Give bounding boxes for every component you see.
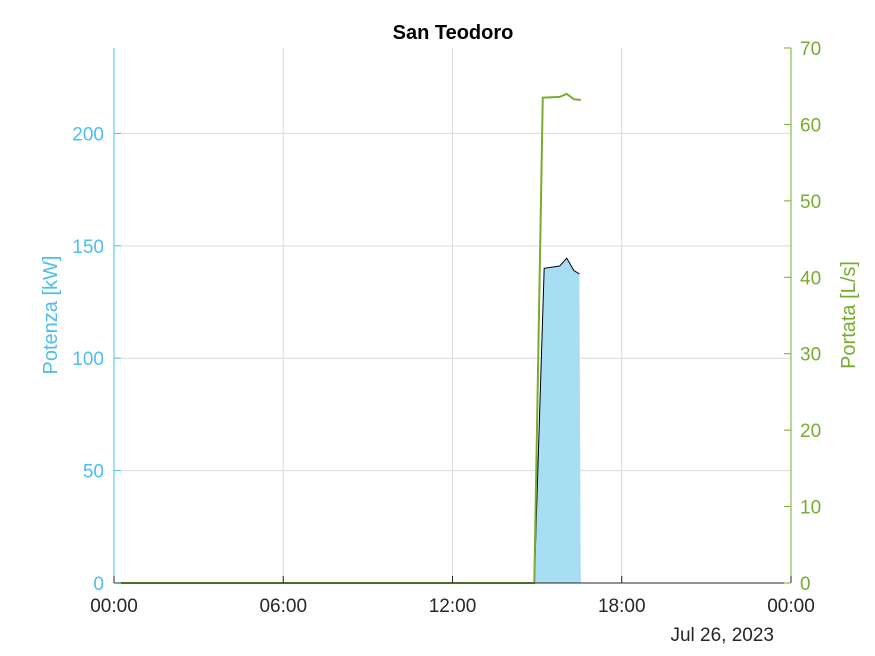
x-tick-label: 06:00 — [259, 596, 307, 617]
right-tick-label: 70 — [800, 39, 821, 60]
x-tick-label: 12:00 — [429, 596, 477, 617]
right-tick-label: 20 — [800, 421, 821, 442]
series-layer — [114, 92, 581, 584]
x-axis-ticks: 00:00 06:00 12:00 18:00 00:00 — [90, 576, 815, 617]
left-tick-label: 50 — [83, 462, 104, 483]
power-line — [114, 257, 580, 584]
date-label: Jul 26, 2023 — [670, 625, 774, 646]
x-tick-label: 00:00 — [767, 596, 815, 617]
left-tick-label: 100 — [72, 349, 104, 370]
grid — [114, 48, 791, 583]
right-tick-label: 60 — [800, 115, 821, 136]
left-axis-ticks: 0 50 100 150 200 — [72, 124, 121, 595]
left-tick-label: 0 — [93, 574, 104, 595]
flow-line — [114, 92, 581, 584]
right-tick-label: 0 — [800, 574, 811, 595]
right-axis-label: Portata [L/s] — [838, 261, 860, 369]
right-tick-label: 50 — [800, 192, 821, 213]
x-tick-label: 18:00 — [598, 596, 646, 617]
left-axis-label: Potenza [kW] — [40, 256, 62, 375]
power-area — [114, 258, 581, 583]
x-tick-label: 00:00 — [90, 596, 138, 617]
left-tick-label: 200 — [72, 124, 104, 145]
right-tick-label: 30 — [800, 345, 821, 366]
right-tick-label: 40 — [800, 268, 821, 289]
right-axis-ticks: 0 10 20 30 40 50 60 70 — [784, 39, 821, 595]
right-tick-label: 10 — [800, 498, 821, 519]
chart-title: San Teodoro — [393, 22, 514, 44]
left-tick-label: 150 — [72, 237, 104, 258]
